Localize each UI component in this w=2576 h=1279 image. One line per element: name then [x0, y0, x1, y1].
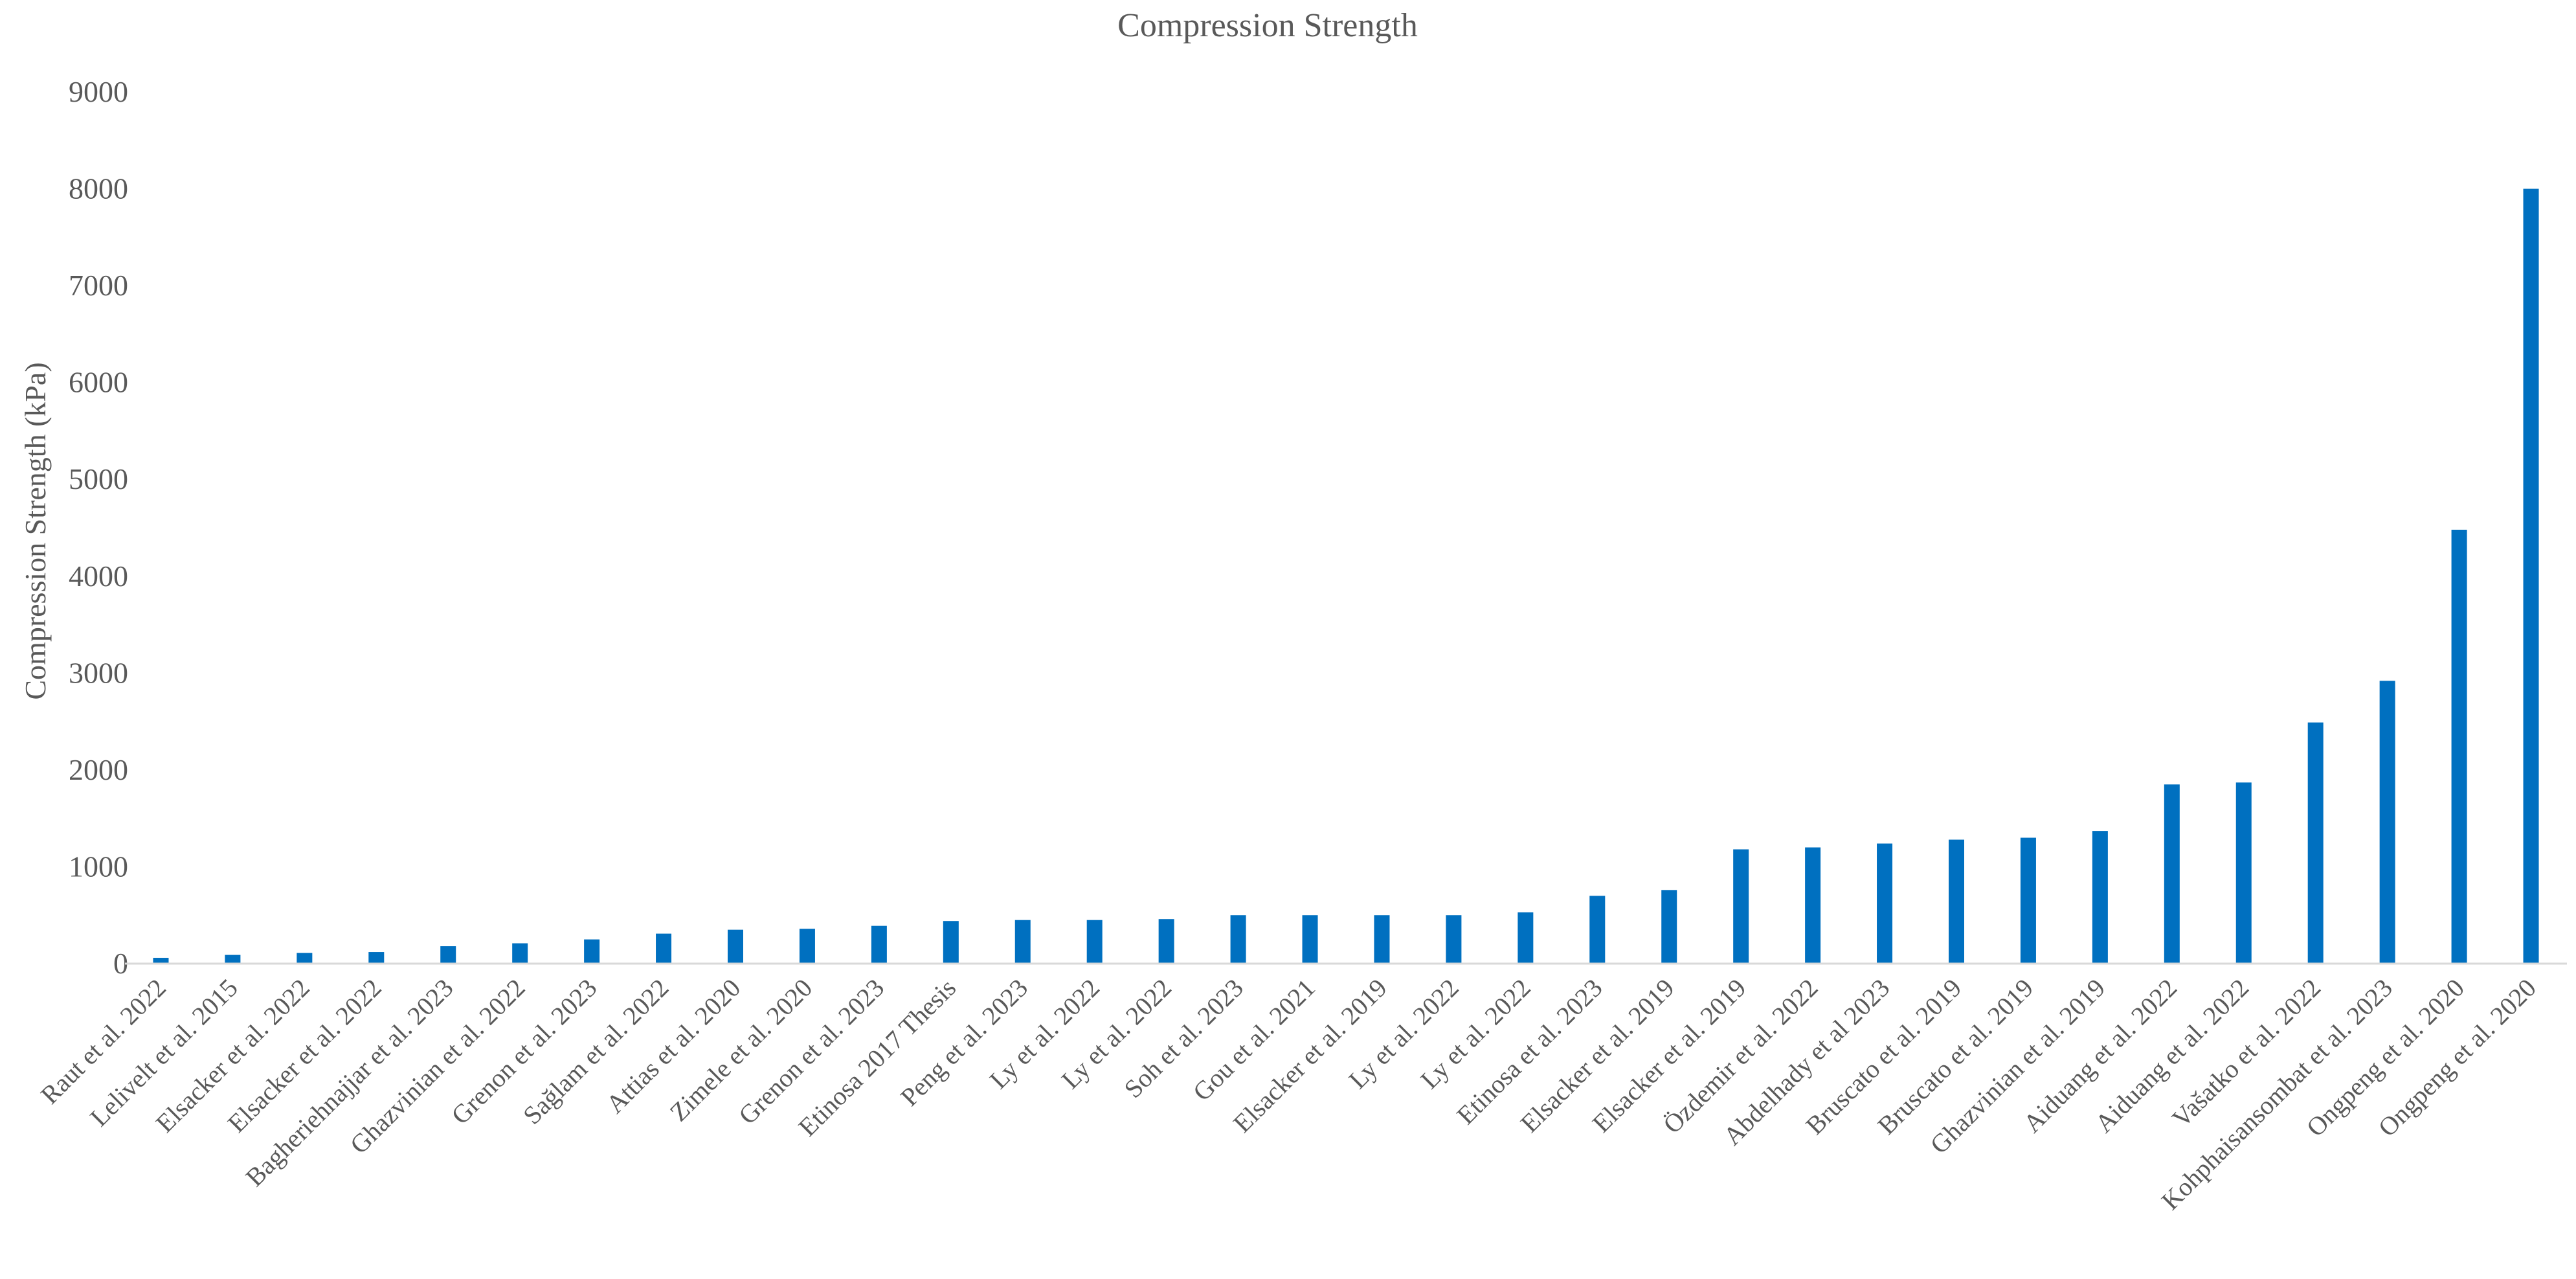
- y-axis-label: Compression Strength (kPa): [19, 362, 52, 699]
- bar: [512, 943, 528, 964]
- y-tick-label: 1000: [69, 850, 128, 883]
- x-tick-label: Peng et al. 2023: [895, 973, 1033, 1112]
- bar: [2164, 784, 2180, 964]
- bar: [943, 921, 959, 964]
- bar: [368, 952, 385, 964]
- bar: [153, 958, 169, 964]
- x-tick-label: Raut et al. 2022: [35, 973, 172, 1110]
- y-tick-label: 5000: [69, 462, 128, 495]
- bar: [1877, 843, 1893, 964]
- bar: [2451, 529, 2467, 964]
- bar: [2092, 831, 2108, 964]
- x-tick-label: Gou et al. 2021: [1187, 973, 1321, 1107]
- bar: [1661, 890, 1677, 964]
- y-tick-label: 4000: [69, 560, 128, 593]
- bar: [1446, 915, 1462, 964]
- bar: [2523, 188, 2539, 964]
- y-tick-label: 6000: [69, 366, 128, 399]
- bar: [1589, 896, 1606, 964]
- bar: [584, 939, 600, 964]
- y-tick-label: 8000: [69, 172, 128, 205]
- bar: [1014, 920, 1031, 964]
- y-tick-label: 9000: [69, 75, 128, 108]
- bar: [871, 925, 887, 964]
- chart-title: Compression Strength: [1117, 7, 1418, 44]
- bar: [1805, 847, 1821, 964]
- bar: [2307, 722, 2324, 964]
- bar: [1230, 915, 1246, 964]
- y-tick-label: 2000: [69, 753, 128, 786]
- bar: [1302, 915, 1318, 964]
- y-tick-label: 3000: [69, 656, 128, 689]
- bar: [2235, 782, 2252, 964]
- bar: [440, 946, 456, 964]
- y-axis-ticks: 0 1000 2000 3000 4000 5000 6000 7000 8000 9000: [69, 75, 128, 980]
- y-tick-label: 0: [113, 947, 128, 980]
- bar-series: [153, 188, 2539, 964]
- bar: [2379, 681, 2395, 964]
- bar: [1518, 912, 1534, 964]
- bar: [1374, 915, 1390, 964]
- bar: [1158, 919, 1174, 964]
- bar: [225, 955, 241, 964]
- bar: [1949, 839, 1964, 964]
- bar: [1733, 849, 1749, 964]
- bar: [656, 933, 672, 964]
- bar: [728, 929, 743, 964]
- bar: [1086, 920, 1103, 964]
- bar: [297, 953, 313, 964]
- bar: [2020, 837, 2036, 964]
- bar: [799, 929, 815, 964]
- y-tick-label: 7000: [69, 269, 128, 302]
